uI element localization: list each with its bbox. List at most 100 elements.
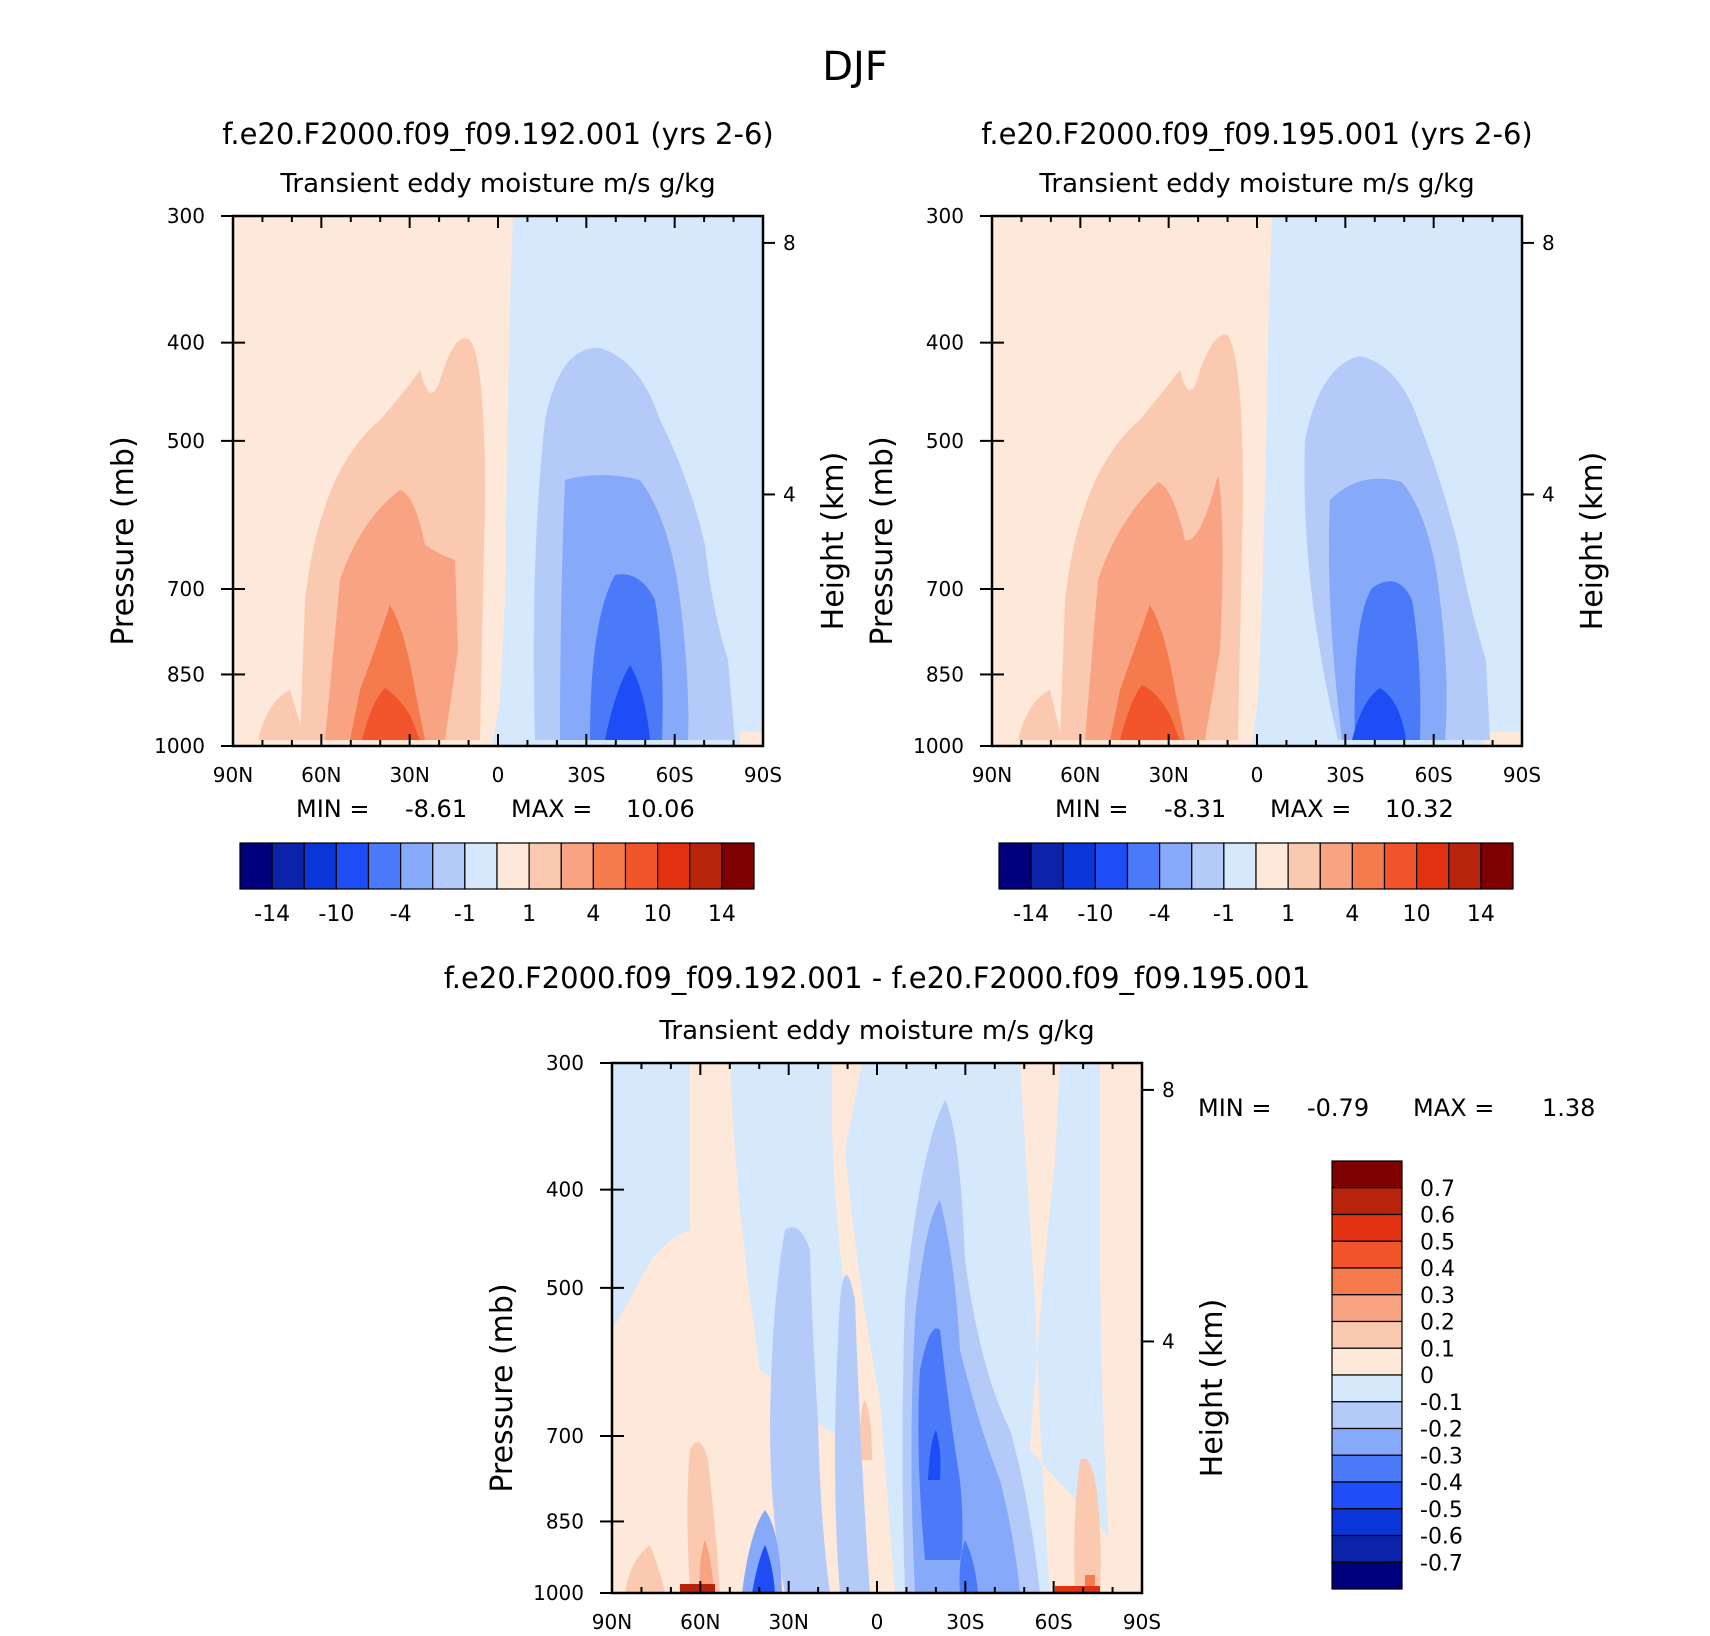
positive-contour-sp [625, 1545, 665, 1593]
positive-band-pole [1100, 1063, 1142, 1593]
colorbar-swatch [1159, 842, 1193, 890]
colorbar-label: 10 [644, 902, 672, 927]
positive-contour-nh-2 [699, 1540, 714, 1593]
negative-contour-sh-3 [918, 1328, 963, 1560]
height-tick-label: 4 [783, 482, 796, 506]
y-tick-label: 850 [546, 1509, 584, 1533]
panel-subtitle: Transient eddy moisture m/s g/kg [1038, 169, 1474, 199]
colorbar-swatch [1331, 1267, 1403, 1296]
max-value: 10.06 [626, 795, 695, 823]
colorbar-label: -14 [254, 902, 290, 927]
colorbar-swatch [560, 842, 594, 890]
colorbar-swatch [496, 842, 530, 890]
colorbar-swatch [657, 842, 691, 890]
positive-contour-4 [362, 688, 420, 740]
figure-title: DJF [822, 44, 888, 90]
negative-contour-sh-5 [959, 1540, 978, 1593]
min-value: -0.79 [1307, 1094, 1369, 1122]
min-label: MIN = [1055, 795, 1128, 823]
x-tick-label: 0 [871, 1610, 884, 1634]
colorbar-swatch [721, 842, 755, 890]
panel-title: f.e20.F2000.f09_f09.195.001 (yrs 2-6) [981, 117, 1532, 151]
positive-tail-left [258, 690, 305, 740]
panel-difference: f.e20.F2000.f09_f09.192.001 - f.e20.F200… [444, 961, 1596, 1634]
colorbar-label: -1 [454, 902, 476, 927]
panel-top-left: f.e20.F2000.f09_f09.192.001 (yrs 2-6) Tr… [106, 117, 851, 927]
min-max-stats: MIN = -8.31 MAX = 10.32 [1055, 795, 1454, 823]
x-tick-label: 90N [592, 1610, 632, 1634]
axes: 90N 60N 30N 0 30S 60S 90S 300 400 500 700 850 1000 8 4… [865, 204, 1610, 787]
colorbar-label: 1 [522, 902, 536, 927]
x-tick-label: 90S [744, 763, 782, 787]
colorbar-label: -0.6 [1420, 1525, 1463, 1550]
height-tick-label: 8 [783, 231, 796, 255]
y-tick-label: 700 [926, 577, 964, 601]
y-tick-label: 1000 [533, 1581, 584, 1605]
height-axis-title: Height (km) [1195, 1299, 1230, 1478]
y-axis-title: Pressure (mb) [485, 1283, 520, 1492]
colorbar-swatch [1383, 842, 1418, 890]
x-tick-label: 60N [680, 1610, 720, 1634]
x-tick-label: 30N [389, 763, 429, 787]
y-tick-label: 500 [926, 429, 964, 453]
x-tick-label: 90S [1503, 763, 1541, 787]
colorbar-swatch [1331, 1561, 1403, 1590]
colorbar-swatch [400, 842, 434, 890]
x-tick-label: 60S [1035, 1610, 1073, 1634]
height-tick-label: 4 [1542, 482, 1555, 506]
colorbar-swatch [1331, 1374, 1403, 1403]
x-tick-label: 90N [972, 763, 1012, 787]
colorbar-label: -0.4 [1420, 1471, 1463, 1496]
y-tick-label: 500 [167, 429, 205, 453]
colorbar-swatch [1331, 1320, 1403, 1349]
min-label: MIN = [296, 795, 369, 823]
colorbar-swatch [1331, 1401, 1403, 1430]
positive-contour-nh-3 [680, 1584, 715, 1593]
colorbar-swatch [592, 842, 627, 890]
positive-contour-sh-1 [1074, 1458, 1101, 1593]
x-tick-label: 60S [1415, 763, 1453, 787]
height-tick-label: 8 [1162, 1078, 1175, 1102]
colorbar-label: -14 [1013, 902, 1049, 927]
colorbar-swatch [1223, 842, 1257, 890]
colorbar-label: -0.3 [1420, 1444, 1463, 1469]
colorbar-swatch [1331, 1454, 1403, 1483]
colorbar-swatch [624, 842, 659, 890]
colorbar-swatch [1331, 1240, 1403, 1269]
axes: 90N 60N 30N 0 30S 60S 90S 300 400 500 700 850 1000 8 4… [106, 204, 851, 787]
y-tick-label: 400 [926, 331, 964, 355]
y-axis-title: Pressure (mb) [106, 436, 141, 645]
colorbar-label: -10 [318, 902, 354, 927]
y-tick-label: 700 [546, 1424, 584, 1448]
colorbar-swatch [1416, 842, 1450, 890]
max-label: MAX = [511, 795, 592, 823]
colorbar-label: -0.1 [1420, 1391, 1463, 1416]
contour-field [233, 216, 763, 746]
x-tick-label: 0 [1251, 763, 1264, 787]
min-max-stats: MIN = -0.79 MAX = 1.38 [1198, 1094, 1595, 1122]
colorbar-swatch [1331, 1534, 1403, 1563]
panel-subtitle: Transient eddy moisture m/s g/kg [279, 169, 715, 199]
colorbar-label: 4 [1345, 902, 1359, 927]
min-label: MIN = [1198, 1094, 1271, 1122]
height-tick-label: 4 [1162, 1329, 1175, 1353]
colorbar-swatch [335, 842, 370, 890]
negative-contour-3 [590, 574, 663, 740]
y-tick-label: 300 [546, 1051, 584, 1075]
y-tick-label: 500 [546, 1276, 584, 1300]
colorbar-label: 10 [1403, 902, 1431, 927]
positive-contour-sh-3 [1055, 1586, 1100, 1593]
colorbar-swatch [1331, 1427, 1403, 1456]
x-tick-label: 60S [656, 763, 694, 787]
colorbar-swatch [1331, 1187, 1403, 1216]
height-axis-title: Height (km) [1575, 452, 1610, 631]
y-tick-label: 1000 [913, 734, 964, 758]
x-tick-label: 30S [1326, 763, 1364, 787]
max-value: 10.32 [1385, 795, 1454, 823]
colorbar-swatch [464, 842, 498, 890]
max-label: MAX = [1270, 795, 1351, 823]
colorbar-swatch [1331, 1347, 1403, 1376]
y-tick-label: 300 [167, 204, 205, 228]
colorbar-swatch [1062, 842, 1096, 890]
